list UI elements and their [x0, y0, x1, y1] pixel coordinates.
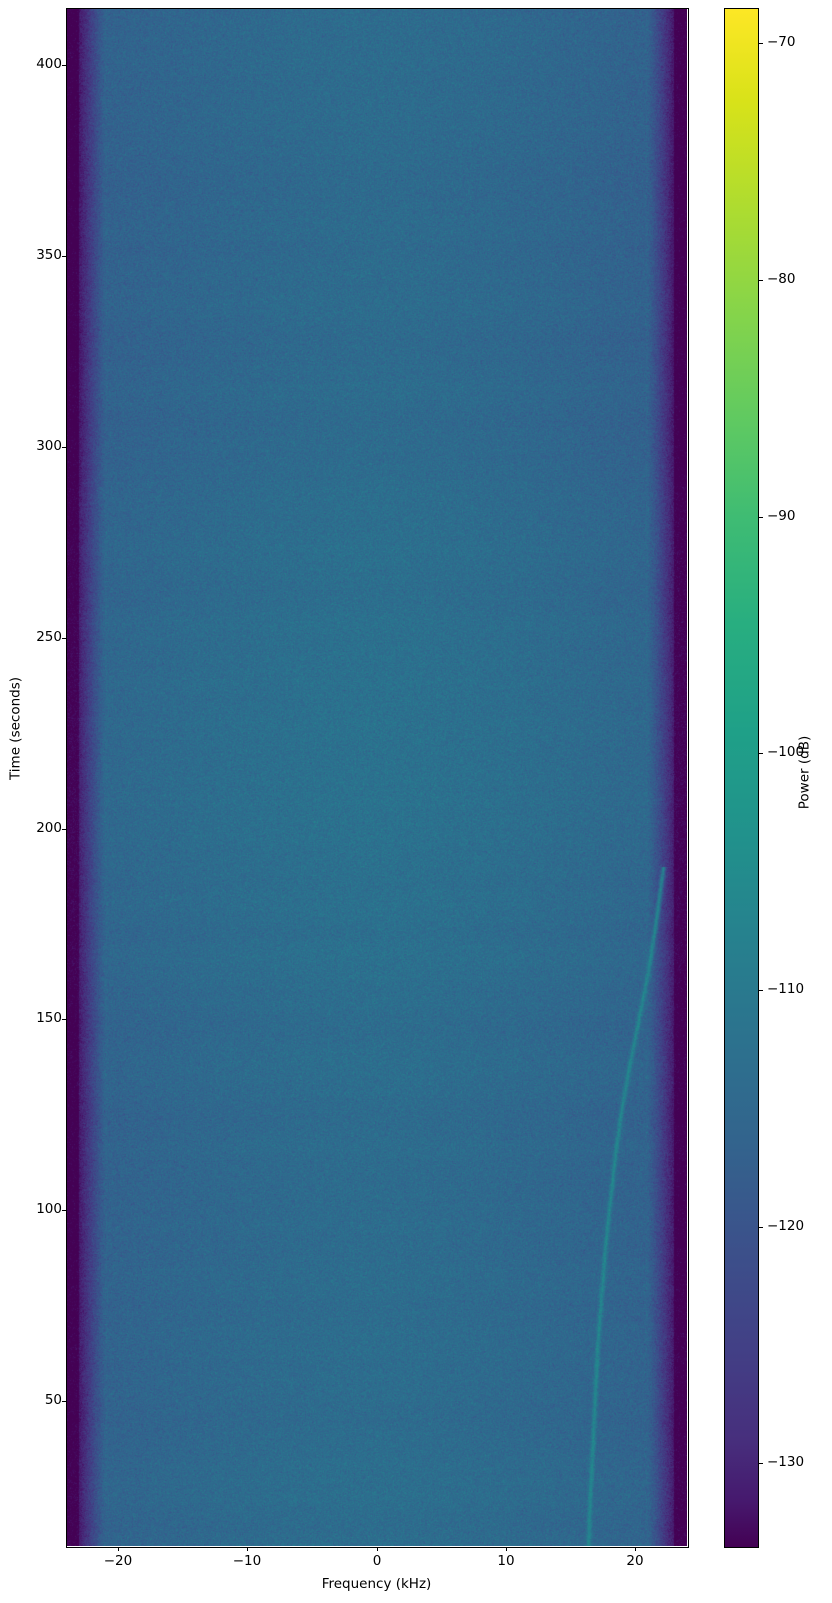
x-tick-label: 10: [497, 1553, 515, 1569]
x-tick-label: 0: [372, 1553, 382, 1569]
colorbar-tick-label: −130: [767, 1454, 805, 1470]
spectrogram-plot-area[interactable]: [66, 8, 687, 1546]
y-tick-label: 100: [36, 1201, 62, 1217]
x-tick-label: −20: [103, 1553, 133, 1569]
y-tick-label: 150: [36, 1010, 62, 1026]
colorbar-tick-mark: [758, 517, 763, 518]
x-tick-label: −10: [232, 1553, 262, 1569]
y-tick-mark: [62, 829, 66, 830]
y-tick-mark: [62, 1210, 66, 1211]
y-tick-label: 350: [36, 247, 62, 263]
colorbar-tick-label: −110: [767, 981, 805, 997]
y-tick-mark: [62, 256, 66, 257]
colorbar[interactable]: [724, 8, 759, 1548]
x-tick-mark: [247, 1547, 248, 1551]
colorbar-tick-mark: [758, 990, 763, 991]
y-axis-label: Time (seconds): [7, 676, 24, 781]
colorbar-label: Power (dB): [796, 735, 813, 810]
colorbar-tick-mark: [758, 753, 763, 754]
colorbar-tick-mark: [758, 280, 763, 281]
x-tick-mark: [506, 1547, 507, 1551]
y-tick-mark: [62, 1401, 66, 1402]
y-tick-label: 300: [36, 438, 62, 454]
colorbar-tick-label: −70: [767, 34, 796, 50]
colorbar-tick-mark: [758, 43, 763, 44]
x-tick-mark: [118, 1547, 119, 1551]
colorbar-tick-label: −100: [767, 744, 805, 760]
spectrogram-heatmap: [66, 8, 687, 1546]
colorbar-tick-label: −80: [767, 271, 796, 287]
x-tick-mark: [377, 1547, 378, 1551]
y-tick-mark: [62, 638, 66, 639]
y-tick-label: 200: [36, 820, 62, 836]
colorbar-tick-mark: [758, 1463, 763, 1464]
x-axis-label: Frequency (kHz): [321, 1576, 432, 1592]
colorbar-tick-mark: [758, 1227, 763, 1228]
x-tick-mark: [635, 1547, 636, 1551]
x-tick-label: 20: [626, 1553, 644, 1569]
colorbar-tick-label: −120: [767, 1218, 805, 1234]
y-tick-label: 400: [36, 56, 62, 72]
y-tick-mark: [62, 447, 66, 448]
y-tick-label: 250: [36, 629, 62, 645]
y-tick-mark: [62, 65, 66, 66]
y-tick-label: 50: [44, 1392, 62, 1408]
colorbar-tick-label: −90: [767, 508, 796, 524]
y-tick-mark: [62, 1019, 66, 1020]
